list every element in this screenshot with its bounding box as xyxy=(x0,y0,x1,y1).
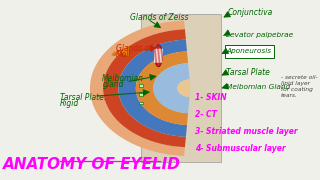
Text: Rigid: Rigid xyxy=(60,99,79,108)
Polygon shape xyxy=(177,79,190,97)
FancyBboxPatch shape xyxy=(139,102,143,104)
Text: ANATOMY OF EYELID: ANATOMY OF EYELID xyxy=(3,157,180,172)
Text: gland: gland xyxy=(102,80,124,89)
Polygon shape xyxy=(136,51,188,125)
Text: Tarsal Plate: Tarsal Plate xyxy=(226,68,270,77)
Polygon shape xyxy=(153,63,189,113)
Text: Conjunctiva: Conjunctiva xyxy=(228,8,273,17)
Text: Aponeurosis: Aponeurosis xyxy=(227,48,272,55)
FancyBboxPatch shape xyxy=(225,45,274,58)
Ellipse shape xyxy=(155,45,163,67)
Text: 3- Striated muscle layer: 3- Striated muscle layer xyxy=(196,127,298,136)
Polygon shape xyxy=(103,29,186,147)
Text: 2- CT: 2- CT xyxy=(196,110,217,119)
Text: - secrete oil-
lipid layer
for coating
tears.: - secrete oil- lipid layer for coating t… xyxy=(281,75,317,98)
Text: Glands of: Glands of xyxy=(116,44,152,53)
Text: 4- Submuscular layer: 4- Submuscular layer xyxy=(196,144,286,153)
Text: Levator palpebrae: Levator palpebrae xyxy=(226,32,293,38)
Text: Meibomian Gland: Meibomian Gland xyxy=(226,84,290,90)
Polygon shape xyxy=(118,47,129,57)
Text: 1- SKIN: 1- SKIN xyxy=(196,93,227,102)
Polygon shape xyxy=(118,40,187,137)
Text: Meibomian: Meibomian xyxy=(102,74,144,83)
Text: Glands of Zeiss: Glands of Zeiss xyxy=(130,13,189,22)
FancyBboxPatch shape xyxy=(139,93,143,96)
Text: Tarsal Plate:: Tarsal Plate: xyxy=(60,93,106,102)
FancyBboxPatch shape xyxy=(139,84,143,87)
Text: Moll: Moll xyxy=(116,50,131,59)
FancyBboxPatch shape xyxy=(141,14,221,162)
Polygon shape xyxy=(90,21,185,156)
